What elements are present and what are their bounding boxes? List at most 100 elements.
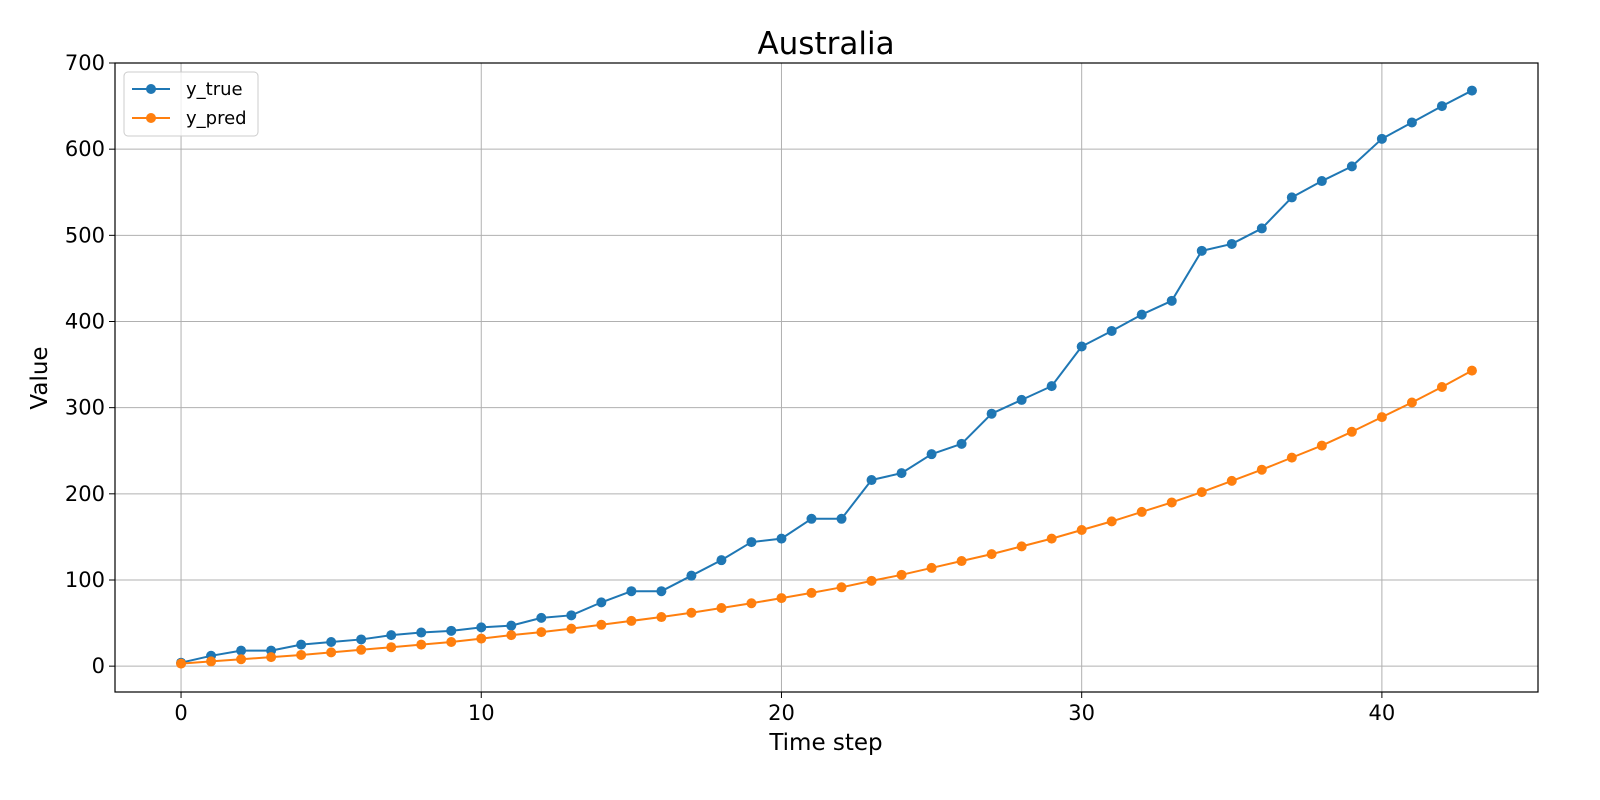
data-point-y-true [506, 620, 517, 631]
data-point-y-true [656, 586, 667, 597]
data-point-y-pred [626, 615, 637, 626]
data-point-y-true [1196, 245, 1207, 256]
data-point-y-pred [446, 637, 457, 648]
legend-label-y-true: y_true [186, 79, 243, 100]
data-point-y-pred [176, 658, 187, 669]
y-tick-label: 100 [65, 568, 105, 592]
data-point-y-true [836, 513, 847, 524]
y-tick-label: 600 [65, 137, 105, 161]
data-point-y-pred [776, 593, 787, 604]
data-point-y-pred [596, 619, 607, 630]
data-point-y-true [416, 627, 427, 638]
data-point-y-pred [1436, 381, 1447, 392]
series-line-y-pred [180, 369, 1473, 665]
data-point-y-pred [716, 602, 727, 613]
data-point-y-true [776, 533, 787, 544]
y-axis-title: Value [27, 346, 53, 409]
data-point-y-pred [746, 598, 757, 609]
data-point-y-true [716, 555, 727, 566]
y-tick-label: 400 [65, 309, 105, 333]
x-tick-label: 10 [468, 701, 495, 725]
x-tick-label: 20 [768, 701, 795, 725]
data-point-y-pred [1466, 365, 1477, 376]
data-point-y-pred [386, 642, 397, 653]
data-point-y-pred [1226, 475, 1237, 486]
data-point-y-true [386, 630, 397, 641]
data-point-y-true [986, 408, 997, 419]
data-point-y-true [956, 438, 967, 449]
data-point-y-pred [476, 633, 487, 644]
data-point-y-pred [1256, 464, 1267, 475]
legend-swatch-marker-y-true [146, 84, 156, 94]
data-point-y-pred [1316, 440, 1327, 451]
data-point-y-pred [416, 639, 427, 650]
plot-frame [114, 62, 1539, 693]
data-point-y-pred [926, 562, 937, 573]
data-point-y-true [746, 537, 757, 548]
data-point-y-pred [236, 654, 247, 665]
data-point-y-pred [206, 656, 217, 667]
data-point-y-pred [1196, 487, 1207, 498]
x-tick-label: 30 [1068, 701, 1095, 725]
data-point-y-true [1046, 381, 1057, 392]
y-tick-label: 300 [65, 396, 105, 420]
chart-title: Australia [757, 26, 894, 62]
legend-label-y-pred: y_pred [186, 108, 247, 129]
data-point-y-true [686, 570, 697, 581]
data-point-y-pred [1406, 397, 1417, 408]
y-tick-label: 0 [92, 654, 105, 678]
series-layer [176, 85, 1477, 669]
x-axis-ticks: 0 10 20 30 40 [174, 692, 1395, 725]
data-point-y-true [806, 513, 817, 524]
data-point-y-pred [1016, 541, 1027, 552]
data-point-y-pred [1076, 525, 1087, 536]
data-point-y-true [1286, 192, 1297, 203]
data-point-y-pred [1286, 452, 1297, 463]
data-point-y-pred [296, 649, 307, 660]
data-point-y-pred [986, 549, 997, 560]
data-point-y-pred [1136, 506, 1147, 517]
data-point-y-true [446, 625, 457, 636]
data-point-y-true [566, 610, 577, 621]
data-point-y-pred [896, 569, 907, 580]
y-tick-label: 700 [65, 51, 105, 75]
data-point-y-true [296, 639, 307, 650]
data-point-y-pred [1346, 426, 1357, 437]
data-point-y-true [626, 586, 637, 597]
data-point-y-true [1346, 161, 1357, 172]
data-point-y-true [1016, 394, 1027, 405]
data-point-y-pred [356, 644, 367, 655]
y-tick-label: 200 [65, 482, 105, 506]
data-point-y-true [356, 634, 367, 645]
data-point-y-true [596, 597, 607, 608]
data-point-y-pred [266, 652, 277, 663]
x-tick-label: 0 [174, 701, 187, 725]
data-point-y-true [1106, 325, 1117, 336]
data-point-y-pred [566, 623, 577, 634]
legend: y_true y_pred [123, 71, 259, 137]
data-point-y-pred [1046, 533, 1057, 544]
series-y-true [176, 85, 1477, 668]
data-point-y-true [1256, 223, 1267, 234]
data-point-y-pred [956, 556, 967, 567]
data-point-y-true [1316, 176, 1327, 187]
data-point-y-pred [1106, 516, 1117, 527]
legend-swatch-marker-y-pred [146, 113, 156, 123]
data-point-y-pred [506, 630, 517, 641]
data-point-y-pred [1166, 497, 1177, 508]
y-axis-ticks: 0 100 200 300 400 500 600 700 [65, 51, 115, 678]
data-point-y-pred [326, 647, 337, 658]
data-point-y-true [1166, 295, 1177, 306]
y-tick-label: 500 [65, 223, 105, 247]
data-point-y-true [1136, 309, 1147, 320]
data-point-y-pred [806, 587, 817, 598]
data-point-y-true [1376, 133, 1387, 144]
data-point-y-pred [1376, 412, 1387, 423]
data-point-y-true [476, 622, 487, 633]
data-point-y-pred [536, 627, 547, 638]
data-point-y-pred [656, 612, 667, 623]
data-point-y-true [1076, 341, 1087, 352]
data-point-y-pred [686, 607, 697, 618]
